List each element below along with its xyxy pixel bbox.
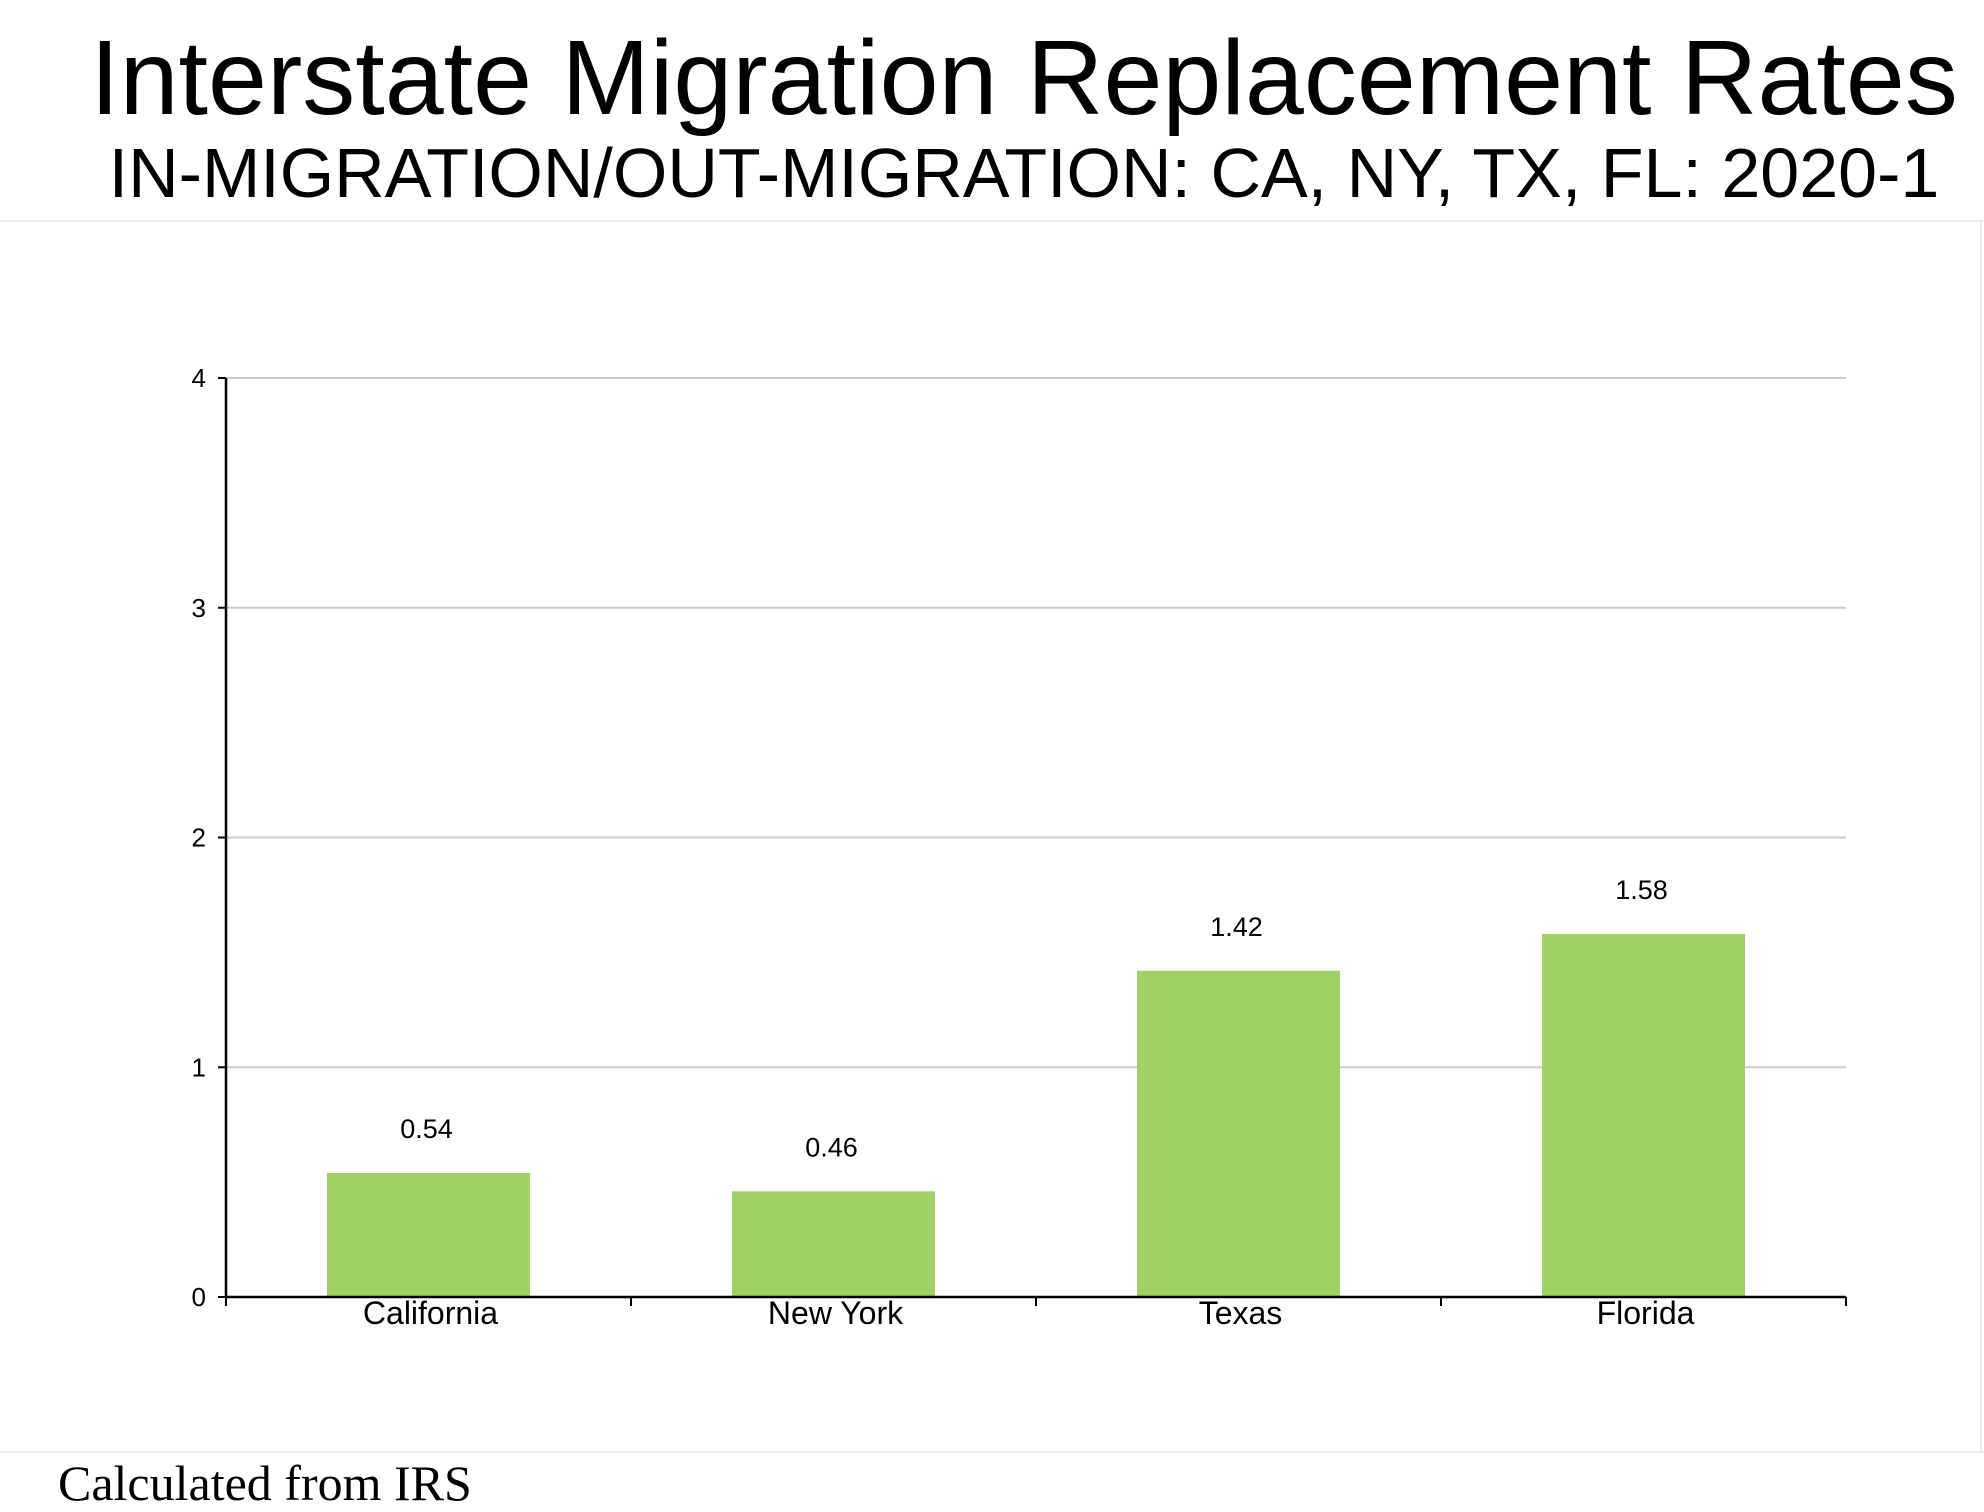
- x-category-label: California: [363, 1295, 498, 1331]
- y-tick-label: 0: [192, 1282, 206, 1312]
- value-labels: 0.54 0.46 1.42 1.58: [400, 875, 1668, 1162]
- x-category-label: New York: [768, 1295, 904, 1331]
- top-divider: [0, 220, 1984, 222]
- bars: [327, 933, 1745, 1297]
- right-edge-line: [1980, 222, 1982, 1451]
- bar-value-label: 1.42: [1210, 912, 1263, 942]
- bar-florida: [1542, 933, 1745, 1297]
- bar-california: [327, 1172, 530, 1297]
- bar-value-label: 1.58: [1615, 875, 1668, 905]
- y-tick-label: 2: [192, 823, 206, 853]
- chart-subtitle: IN-MIGRATION/OUT-MIGRATION: CA, NY, TX, …: [108, 134, 1940, 212]
- bar-texas: [1137, 970, 1340, 1297]
- y-tick-labels: 0 1 2 3 4: [192, 363, 206, 1312]
- y-tick-label: 4: [192, 363, 206, 393]
- bar-value-label: 0.46: [805, 1132, 858, 1162]
- gridlines: [226, 377, 1846, 1069]
- bottom-divider: [0, 1451, 1984, 1453]
- bar-chart: 0.54 0.46 1.42 1.58 0 1 2 3 4 California New Yor…: [192, 363, 1847, 1331]
- chart-title: Interstate Migration Replacement Rates: [90, 19, 1958, 137]
- axes: [218, 377, 1847, 1306]
- bar-new-york: [732, 1191, 935, 1297]
- source-note: Calculated from IRS: [58, 1455, 472, 1511]
- bar-value-label: 0.54: [400, 1114, 453, 1144]
- x-category-label: Texas: [1199, 1295, 1283, 1331]
- x-tick-labels: California New York Texas Florida: [363, 1295, 1695, 1331]
- x-category-label: Florida: [1597, 1295, 1695, 1331]
- y-tick-label: 1: [192, 1052, 206, 1082]
- y-tick-label: 3: [192, 593, 206, 623]
